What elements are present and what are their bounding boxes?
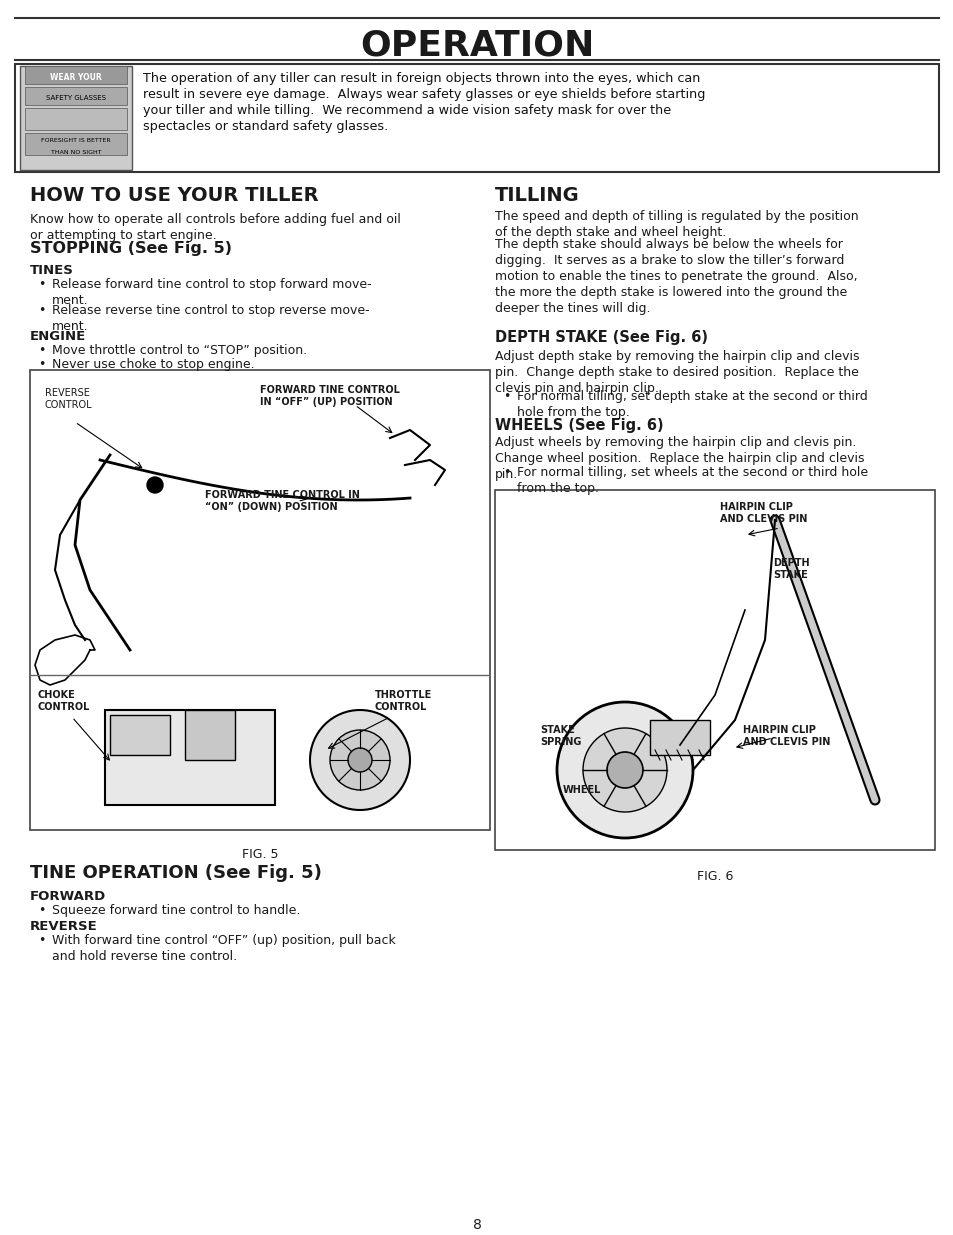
Text: FORWARD TINE CONTROL IN
“ON” (DOWN) POSITION: FORWARD TINE CONTROL IN “ON” (DOWN) POSI…	[205, 490, 359, 513]
Text: FIG. 6: FIG. 6	[696, 869, 733, 883]
Text: Squeeze forward tine control to handle.: Squeeze forward tine control to handle.	[52, 904, 300, 918]
Bar	[25, 86, 127, 105]
Text: DEPTH
STAKE: DEPTH STAKE	[772, 558, 809, 580]
Bar	[25, 65, 127, 84]
Circle shape	[582, 727, 666, 811]
Text: REVERSE
CONTROL: REVERSE CONTROL	[45, 388, 92, 410]
Text: The speed and depth of tilling is regulated by the position
of the depth stake a: The speed and depth of tilling is regula…	[495, 210, 858, 240]
Circle shape	[330, 730, 390, 790]
Text: SAFETY GLASSES: SAFETY GLASSES	[46, 95, 106, 101]
Bar	[15, 64, 938, 172]
Text: Move throttle control to “STOP” position.: Move throttle control to “STOP” position…	[52, 345, 307, 357]
Text: The depth stake should always be below the wheels for
digging.  It serves as a b: The depth stake should always be below t…	[495, 238, 857, 315]
Text: The operation of any tiller can result in foreign objects thrown into the eyes, : The operation of any tiller can result i…	[143, 72, 704, 133]
Bar	[110, 715, 170, 755]
Text: THAN NO SIGHT: THAN NO SIGHT	[51, 149, 101, 154]
Bar	[185, 710, 234, 760]
Circle shape	[847, 731, 855, 739]
Circle shape	[819, 651, 826, 659]
Text: REVERSE: REVERSE	[30, 920, 97, 932]
Circle shape	[147, 477, 163, 493]
Circle shape	[557, 701, 692, 839]
Text: •: •	[38, 934, 46, 947]
Text: Never use choke to stop engine.: Never use choke to stop engine.	[52, 358, 254, 370]
Circle shape	[348, 748, 372, 772]
Text: FORWARD: FORWARD	[30, 890, 106, 903]
Text: 8: 8	[472, 1218, 481, 1233]
Text: Adjust depth stake by removing the hairpin clip and clevis
pin.  Change depth st: Adjust depth stake by removing the hairp…	[495, 350, 859, 395]
Bar	[20, 65, 132, 170]
Text: •: •	[38, 904, 46, 918]
Text: TINES: TINES	[30, 264, 73, 277]
Bar	[25, 133, 127, 156]
Bar	[30, 370, 490, 830]
Circle shape	[833, 692, 841, 699]
Text: WEAR YOUR: WEAR YOUR	[51, 73, 102, 82]
Text: FIG. 5: FIG. 5	[241, 848, 278, 861]
Text: CHOKE
CONTROL: CHOKE CONTROL	[38, 690, 91, 713]
Text: ENGINE: ENGINE	[30, 330, 86, 343]
Text: STAKE
SPRING: STAKE SPRING	[539, 725, 580, 747]
Text: FORESIGHT IS BETTER: FORESIGHT IS BETTER	[41, 137, 111, 142]
Text: For normal tilling, set wheels at the second or third hole
from the top.: For normal tilling, set wheels at the se…	[517, 466, 867, 495]
Circle shape	[310, 710, 410, 810]
Text: •: •	[38, 304, 46, 317]
Text: TILLING: TILLING	[495, 186, 579, 205]
Text: Adjust wheels by removing the hairpin clip and clevis pin.
Change wheel position: Adjust wheels by removing the hairpin cl…	[495, 436, 863, 480]
Text: HAIRPIN CLIP
AND CLEVIS PIN: HAIRPIN CLIP AND CLEVIS PIN	[720, 501, 806, 525]
Bar	[25, 107, 127, 130]
Bar	[105, 710, 274, 805]
Text: Release forward tine control to stop forward move-
ment.: Release forward tine control to stop for…	[52, 278, 372, 308]
Text: •: •	[38, 278, 46, 291]
Circle shape	[790, 571, 798, 579]
Circle shape	[606, 752, 642, 788]
Text: DEPTH STAKE (See Fig. 6): DEPTH STAKE (See Fig. 6)	[495, 330, 707, 345]
Text: •: •	[502, 466, 510, 479]
Text: With forward tine control “OFF” (up) position, pull back
and hold reverse tine c: With forward tine control “OFF” (up) pos…	[52, 934, 395, 963]
Text: Release reverse tine control to stop reverse move-
ment.: Release reverse tine control to stop rev…	[52, 304, 369, 333]
Text: OPERATION: OPERATION	[359, 28, 594, 62]
Bar	[649, 720, 709, 755]
Text: •: •	[502, 390, 510, 403]
Text: WHEEL: WHEEL	[562, 785, 600, 795]
Text: THROTTLE
CONTROL: THROTTLE CONTROL	[375, 690, 432, 713]
Text: TINE OPERATION (See Fig. 5): TINE OPERATION (See Fig. 5)	[30, 864, 321, 882]
Text: HOW TO USE YOUR TILLER: HOW TO USE YOUR TILLER	[30, 186, 318, 205]
Text: FORWARD TINE CONTROL
IN “OFF” (UP) POSITION: FORWARD TINE CONTROL IN “OFF” (UP) POSIT…	[260, 385, 399, 408]
Text: Know how to operate all controls before adding fuel and oil
or attempting to sta: Know how to operate all controls before …	[30, 212, 400, 242]
Text: HAIRPIN CLIP
AND CLEVIS PIN: HAIRPIN CLIP AND CLEVIS PIN	[742, 725, 829, 747]
Text: •: •	[38, 345, 46, 357]
Circle shape	[804, 611, 812, 619]
Bar	[495, 490, 934, 850]
Text: WHEELS (See Fig. 6): WHEELS (See Fig. 6)	[495, 417, 663, 433]
Text: For normal tilling, set depth stake at the second or third
hole from the top.: For normal tilling, set depth stake at t…	[517, 390, 867, 419]
Text: •: •	[38, 358, 46, 370]
Text: STOPPING (See Fig. 5): STOPPING (See Fig. 5)	[30, 241, 232, 256]
